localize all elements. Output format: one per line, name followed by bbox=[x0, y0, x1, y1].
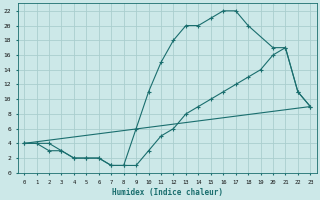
X-axis label: Humidex (Indice chaleur): Humidex (Indice chaleur) bbox=[112, 188, 223, 197]
